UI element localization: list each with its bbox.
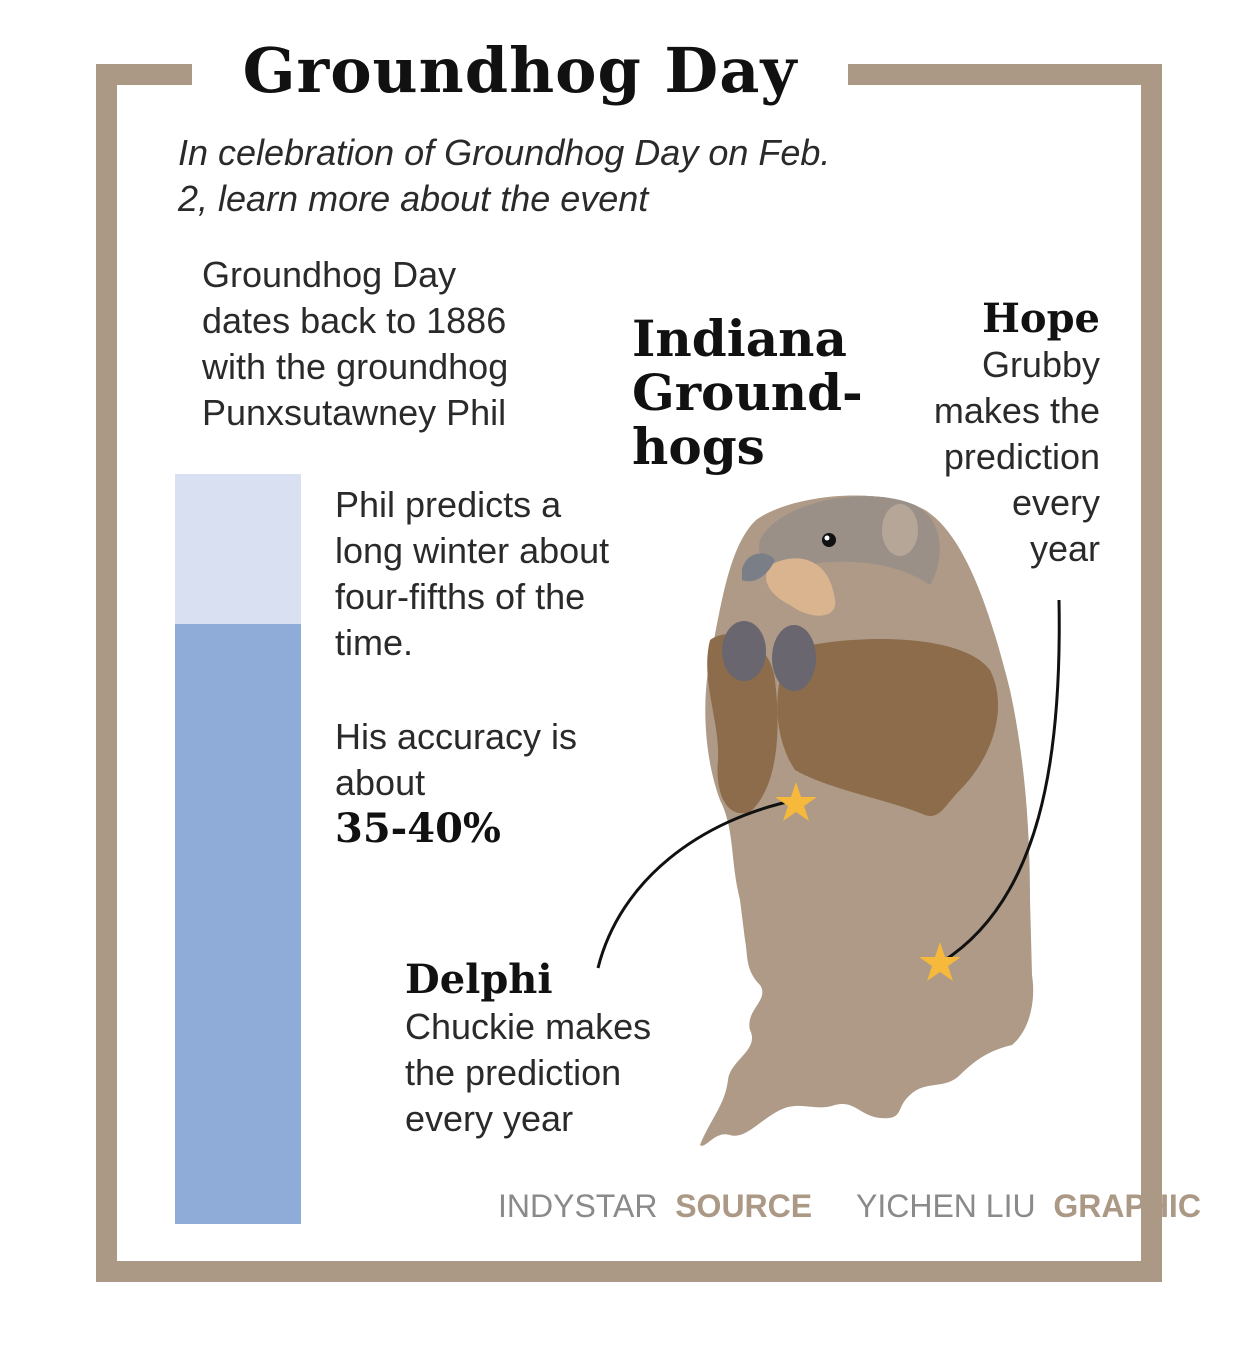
delphi-callout: Delphi Chuckie makes the prediction ever… — [405, 956, 651, 1142]
source-org: INDYSTAR — [498, 1188, 658, 1224]
hope-line: prediction — [943, 436, 1100, 477]
delphi-callout-line — [596, 798, 797, 969]
map-heading-line: hogs — [632, 417, 765, 476]
accuracy-value: 35-40% — [335, 805, 501, 852]
prediction-line: long winter about — [335, 530, 610, 571]
subtitle: In celebration of Groundhog Day on Feb. … — [178, 130, 918, 222]
delphi-line: Chuckie makes — [405, 1006, 652, 1047]
subtitle-line: 2, learn more about the event — [178, 178, 649, 219]
map-heading-line: Ground- — [632, 363, 863, 422]
delphi-line: the prediction — [405, 1052, 622, 1093]
hope-name: Hope — [982, 295, 1100, 342]
intro-line: dates back to 1886 — [202, 300, 507, 341]
groundhog-eye-icon — [822, 533, 836, 547]
hope-callout: Hope Grubby makes the prediction every y… — [934, 296, 1100, 572]
hope-line: every — [1011, 482, 1100, 523]
groundhog-arm-icon — [707, 634, 778, 814]
delphi-name: Delphi — [405, 956, 553, 1003]
groundhog-nose-icon — [742, 553, 775, 582]
accuracy-text: His accuracy is about 35-40% — [335, 714, 577, 852]
hope-line: Grubby — [981, 344, 1100, 385]
map-heading-line: Indiana — [632, 309, 847, 368]
subtitle-line: In celebration of Groundhog Day on Feb. — [178, 132, 831, 173]
groundhog-paw-icon — [772, 625, 816, 691]
hope-line: year — [1029, 528, 1100, 569]
groundhog-paw-icon — [722, 621, 766, 681]
prediction-line: four-fifths of the — [335, 576, 586, 617]
delphi-star-icon — [775, 782, 817, 821]
hope-star-icon — [919, 942, 961, 981]
prediction-line: Phil predicts a — [335, 484, 562, 525]
accuracy-line: His accuracy is — [335, 716, 578, 757]
page-title: Groundhog Day — [242, 34, 798, 107]
prediction-bar-fill — [175, 624, 301, 1224]
hope-line: makes the — [933, 390, 1100, 431]
accuracy-line: about — [335, 762, 426, 803]
map-heading: Indiana Ground- hogs — [632, 312, 863, 474]
intro-text: Groundhog Day dates back to 1886 with th… — [202, 252, 508, 436]
groundhog-belly-icon — [777, 638, 999, 816]
graphic-author: YICHEN LIU — [855, 1188, 1036, 1224]
groundhog-ear-icon — [882, 504, 918, 556]
source-label: SOURCE — [675, 1188, 813, 1224]
groundhog-snout-icon — [766, 558, 836, 616]
intro-line: Punxsutawney Phil — [202, 392, 507, 433]
prediction-bar — [175, 474, 301, 1224]
prediction-text: Phil predicts a long winter about four-f… — [335, 482, 609, 666]
prediction-line: time. — [335, 622, 414, 663]
intro-line: with the groundhog — [202, 346, 509, 387]
groundhog-eye-highlight-icon — [824, 535, 830, 541]
groundhog-body-icon — [700, 495, 1034, 1146]
delphi-line: every year — [405, 1098, 574, 1139]
hope-callout-line — [941, 599, 1061, 964]
graphic-label: GRAPHIC — [1053, 1188, 1201, 1224]
intro-line: Groundhog Day — [202, 254, 457, 295]
credits: INDYSTAR SOURCE YICHEN LIU GRAPHIC — [498, 1188, 1201, 1224]
title-backdrop — [192, 40, 848, 104]
